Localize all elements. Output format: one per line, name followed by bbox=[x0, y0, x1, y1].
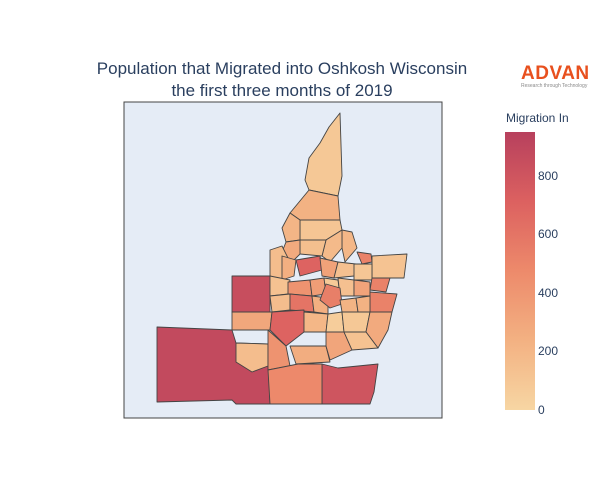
colorbar-tick-label: 800 bbox=[538, 168, 559, 183]
map-region[interactable] bbox=[365, 311, 393, 349]
chart-title-line-2: the first three months of 2019 bbox=[171, 81, 393, 100]
map-region[interactable] bbox=[325, 331, 353, 361]
map-region[interactable] bbox=[267, 363, 323, 405]
map-region[interactable] bbox=[343, 331, 379, 351]
map-region[interactable] bbox=[303, 311, 329, 333]
colorbar-tick-label: 400 bbox=[538, 285, 559, 300]
map-region[interactable] bbox=[231, 275, 271, 313]
map-region[interactable] bbox=[269, 293, 291, 313]
map-region[interactable] bbox=[353, 263, 373, 281]
colorbar-tick-label: 0 bbox=[538, 403, 545, 417]
chart-title: Population that Migrated into Oshkosh Wi… bbox=[62, 58, 502, 102]
map-region[interactable] bbox=[299, 239, 327, 257]
advan-logo-tagline: Research through Technology bbox=[521, 83, 588, 89]
map-region[interactable] bbox=[269, 275, 291, 297]
map-region[interactable] bbox=[325, 311, 345, 333]
colorbar bbox=[505, 132, 535, 410]
map-region[interactable] bbox=[341, 311, 371, 333]
colorbar-tick-label: 600 bbox=[538, 227, 559, 242]
map-region[interactable] bbox=[281, 255, 297, 281]
map-region[interactable] bbox=[339, 297, 359, 313]
map-region[interactable] bbox=[304, 112, 343, 197]
colorbar-title: Migration In bbox=[506, 111, 569, 125]
map-region[interactable] bbox=[231, 311, 273, 331]
advan-logo: ADVAN Research through Technology bbox=[521, 64, 593, 89]
advan-logo-name: ADVAN bbox=[521, 63, 590, 84]
map-region[interactable] bbox=[369, 291, 398, 313]
map-region[interactable] bbox=[369, 277, 391, 293]
colorbar-tick-label: 200 bbox=[538, 344, 559, 359]
map-region[interactable] bbox=[289, 293, 315, 313]
map-region[interactable] bbox=[235, 342, 269, 373]
map-region[interactable] bbox=[289, 345, 331, 365]
map-regions bbox=[156, 112, 408, 405]
chart-title-line-1: Population that Migrated into Oshkosh Wi… bbox=[96, 59, 468, 78]
map-region[interactable] bbox=[287, 279, 313, 297]
map-region[interactable] bbox=[353, 279, 371, 297]
map-region[interactable] bbox=[355, 295, 371, 313]
map-region[interactable] bbox=[269, 309, 305, 347]
map-region[interactable] bbox=[319, 283, 343, 309]
map-region[interactable] bbox=[321, 363, 379, 405]
map-region[interactable] bbox=[333, 261, 357, 279]
map-region[interactable] bbox=[371, 253, 408, 279]
